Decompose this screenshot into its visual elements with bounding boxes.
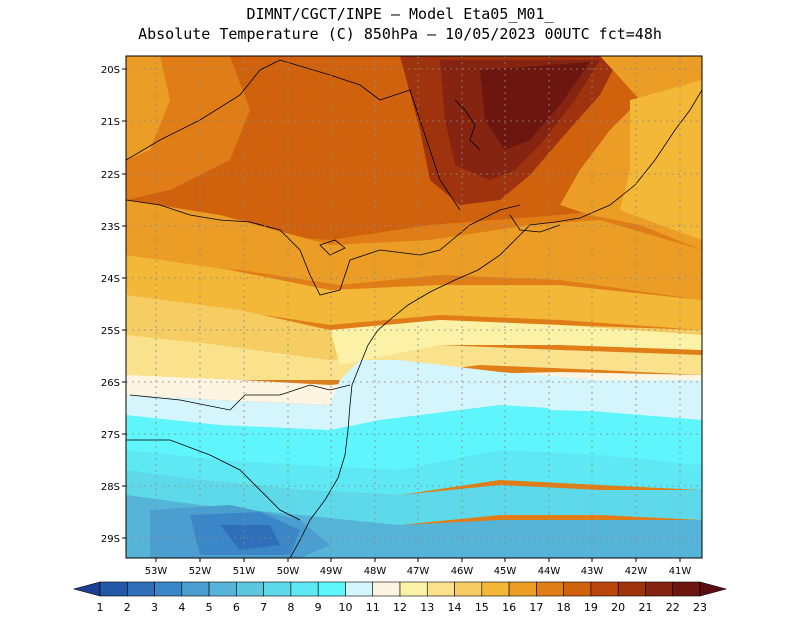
lat-label: 24S — [101, 274, 120, 285]
lon-label: 48W — [364, 566, 387, 577]
colorbar-label: 5 — [206, 601, 213, 614]
colorbar-label: 2 — [124, 601, 131, 614]
colorbar-swatch — [645, 581, 674, 597]
colorbar-label: 10 — [338, 601, 352, 614]
lat-label: 20S — [101, 65, 120, 76]
lon-label: 52W — [189, 566, 212, 577]
colorbar-swatch — [426, 581, 455, 597]
colorbar-label: 17 — [529, 601, 543, 614]
lat-label: 21S — [101, 117, 120, 128]
lon-label: 51W — [233, 566, 256, 577]
axis-ticks — [122, 68, 681, 562]
colorbar-label: 8 — [287, 601, 294, 614]
lon-label: 44W — [538, 566, 561, 577]
colorbar-swatch — [508, 581, 537, 597]
colorbar-label: 12 — [393, 601, 407, 614]
colorbar-swatch — [236, 581, 264, 597]
lat-label: 22S — [101, 170, 120, 181]
colorbar-swatch — [372, 581, 401, 597]
lat-label: 23S — [101, 222, 120, 233]
lon-label: 42W — [625, 566, 648, 577]
colorbar-label: 6 — [233, 601, 240, 614]
colorbar-swatch — [345, 581, 374, 597]
colorbar-label: 3 — [151, 601, 158, 614]
colorbar-label: 13 — [420, 601, 434, 614]
lon-label: 45W — [494, 566, 517, 577]
coastline-and-borders — [126, 59, 702, 558]
colorbar-label: 4 — [178, 601, 185, 614]
lat-label: 25S — [101, 326, 120, 337]
graticule — [126, 56, 702, 558]
lon-label: 47W — [407, 566, 430, 577]
colorbar-label: 9 — [315, 601, 322, 614]
colorbar-swatch — [617, 581, 646, 597]
map-title-line2: Absolute Temperature (C) 850hPa – 10/05/… — [138, 25, 662, 43]
colorbar-swatch — [481, 581, 510, 597]
colorbar-label: 16 — [502, 601, 516, 614]
lat-label: 29S — [101, 534, 120, 545]
colorbar-swatch — [290, 581, 319, 597]
lon-label: 53W — [145, 566, 168, 577]
colorbar-swatch — [590, 581, 619, 597]
colorbar-swatch — [454, 581, 483, 597]
colorbar-swatch — [317, 581, 346, 597]
lon-label: 41W — [669, 566, 692, 577]
latitude-labels: 20S 21S 22S 23S 24S 25S 26S 27S 28S 29S — [101, 65, 120, 545]
map-title-line1: DIMNT/CGCT/INPE – Model Eta05_M01_ — [246, 5, 554, 23]
lon-label: 46W — [451, 566, 474, 577]
colorbar-swatch — [181, 581, 210, 597]
colorbar-label: 23 — [693, 601, 707, 614]
colorbar-label: 1 — [97, 601, 104, 614]
plot-frame — [125, 55, 703, 559]
colorbar-min-arrow — [72, 581, 101, 597]
colorbar-label: 19 — [584, 601, 598, 614]
colorbar-max-arrow — [699, 581, 728, 597]
colorbar-swatch — [536, 581, 564, 597]
colorbar-swatch — [126, 581, 155, 597]
colorbar-label: 20 — [611, 601, 625, 614]
colorbar-swatch — [563, 581, 592, 597]
colorbar-swatch — [99, 581, 128, 597]
colorbar-swatch — [208, 581, 237, 597]
lon-label: 43W — [581, 566, 604, 577]
colorbar-label: 15 — [475, 601, 489, 614]
temperature-field — [126, 56, 702, 558]
colorbar-label: 18 — [557, 601, 571, 614]
colorbar-label: 21 — [638, 601, 652, 614]
colorbar: 1 2 3 4 5 6 7 8 9 10 11 12 13 14 15 16 17 18 19 20 21 22 23 — [72, 581, 728, 614]
lon-label: 50W — [277, 566, 300, 577]
colorbar-swatch — [154, 581, 183, 597]
colorbar-label: 22 — [666, 601, 680, 614]
colorbar-label: 7 — [260, 601, 267, 614]
colorbar-swatch — [672, 581, 701, 597]
colorbar-label: 14 — [448, 601, 462, 614]
lat-label: 28S — [101, 482, 120, 493]
colorbar-label: 11 — [366, 601, 380, 614]
lat-label: 27S — [101, 430, 120, 441]
longitude-labels: 53W 52W 51W 50W 49W 48W 47W 46W 45W 44W … — [145, 566, 692, 577]
colorbar-swatch — [263, 581, 292, 597]
lon-label: 49W — [320, 566, 343, 577]
colorbar-swatch — [399, 581, 428, 597]
lat-label: 26S — [101, 378, 120, 389]
